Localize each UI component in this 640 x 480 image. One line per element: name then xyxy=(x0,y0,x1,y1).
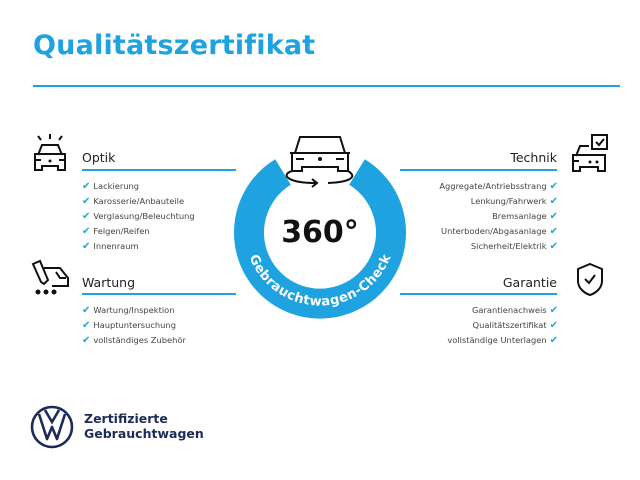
item-label: Unterboden/Abgasanlage xyxy=(441,226,547,236)
item-label: Hauptuntersuchung xyxy=(93,320,176,330)
item-label: Karosserie/Anbauteile xyxy=(93,196,185,206)
service-car-icon xyxy=(31,259,69,295)
check-icon: ✔ xyxy=(82,181,91,192)
list-item: Aggregate/Antriebsstrang ✔ xyxy=(439,179,558,194)
list-item: Garantienachweis ✔ xyxy=(447,303,558,318)
list-item: ✔ Karosserie/Anbauteile xyxy=(82,194,195,209)
item-label: Aggregate/Antriebsstrang xyxy=(439,181,547,191)
check-icon: ✔ xyxy=(82,335,91,346)
item-label: Garantienachweis xyxy=(471,305,547,315)
optik-list: ✔ Lackierung ✔ Karosserie/Anbauteile ✔ Verg… xyxy=(82,179,195,254)
item-label: Innenraum xyxy=(93,241,139,251)
shield-check-icon xyxy=(577,262,603,297)
check-icon: ✔ xyxy=(82,226,91,237)
check-icon: ✔ xyxy=(82,211,91,222)
garantie-divider xyxy=(400,293,557,295)
badge-ring xyxy=(234,159,406,319)
check-icon: ✔ xyxy=(549,181,558,192)
check-icon: ✔ xyxy=(549,320,558,331)
wartung-divider xyxy=(82,293,236,295)
check-icon: ✔ xyxy=(549,241,558,252)
item-label: Verglasung/Beleuchtung xyxy=(93,211,195,221)
item-label: vollständiges Zubehör xyxy=(93,335,186,345)
vw-logo xyxy=(30,405,74,449)
list-item: Unterboden/Abgasanlage ✔ xyxy=(439,224,558,239)
car-rotate-icon xyxy=(285,136,354,188)
list-item: ✔ Hauptuntersuchung xyxy=(82,318,186,333)
list-item: Bremsanlage ✔ xyxy=(439,209,558,224)
list-item: ✔ Verglasung/Beleuchtung xyxy=(82,209,195,224)
page-title: Qualitätszertifikat xyxy=(33,30,316,61)
section-heading-wartung: Wartung xyxy=(82,275,136,290)
list-item: Sicherheit/Elektrik ✔ xyxy=(439,239,558,254)
item-label: Wartung/Inspektion xyxy=(93,305,175,315)
technik-divider xyxy=(400,169,557,171)
list-item: ✔ Wartung/Inspektion xyxy=(82,303,186,318)
garantie-list: Garantienachweis ✔ Qualitätszertifikat ✔ v… xyxy=(447,303,558,348)
title-divider xyxy=(33,85,620,87)
optik-divider xyxy=(82,169,236,171)
item-label: Qualitätszertifikat xyxy=(472,320,547,330)
item-label: Felgen/Reifen xyxy=(93,226,150,236)
item-label: Lenkung/Fahrwerk xyxy=(470,196,547,206)
list-item: ✔ Innenraum xyxy=(82,239,195,254)
check-icon: ✔ xyxy=(82,320,91,331)
check-icon: ✔ xyxy=(549,226,558,237)
list-item: Lenkung/Fahrwerk ✔ xyxy=(439,194,558,209)
footer-line2: Gebrauchtwagen xyxy=(84,426,204,441)
technik-list: Aggregate/Antriebsstrang ✔ Lenkung/Fahrwe… xyxy=(439,179,558,254)
item-label: Sicherheit/Elektrik xyxy=(470,241,547,251)
list-item: ✔ vollständiges Zubehör xyxy=(82,333,186,348)
item-label: Lackierung xyxy=(93,181,140,191)
section-heading-garantie: Garantie xyxy=(502,275,557,290)
check-icon: ✔ xyxy=(82,196,91,207)
footer-line1: Zertifizierte xyxy=(84,411,168,426)
car-checkbox-icon xyxy=(572,134,608,172)
item-label: Bremsanlage xyxy=(492,211,547,221)
list-item: ✔ Felgen/Reifen xyxy=(82,224,195,239)
360-check-badge: 360° Gebrauchtwagen-Check xyxy=(234,136,406,319)
list-item: vollständige Unterlagen ✔ xyxy=(447,333,558,348)
check-icon: ✔ xyxy=(82,241,91,252)
check-icon: ✔ xyxy=(549,335,558,346)
footer-label: Zertifizierte Gebrauchtwagen xyxy=(84,411,204,441)
section-heading-technik: Technik xyxy=(510,150,557,165)
car-lights-icon xyxy=(34,134,66,171)
section-heading-optik: Optik xyxy=(82,150,116,165)
item-label: vollständige Unterlagen xyxy=(447,335,547,345)
list-item: Qualitätszertifikat ✔ xyxy=(447,318,558,333)
check-icon: ✔ xyxy=(549,305,558,316)
check-icon: ✔ xyxy=(549,211,558,222)
list-item: ✔ Lackierung xyxy=(82,179,195,194)
badge-360-text: 360° xyxy=(281,215,359,250)
check-icon: ✔ xyxy=(82,305,91,316)
wartung-list: ✔ Wartung/Inspektion ✔ Hauptuntersuchung ✔… xyxy=(82,303,186,348)
check-icon: ✔ xyxy=(549,196,558,207)
